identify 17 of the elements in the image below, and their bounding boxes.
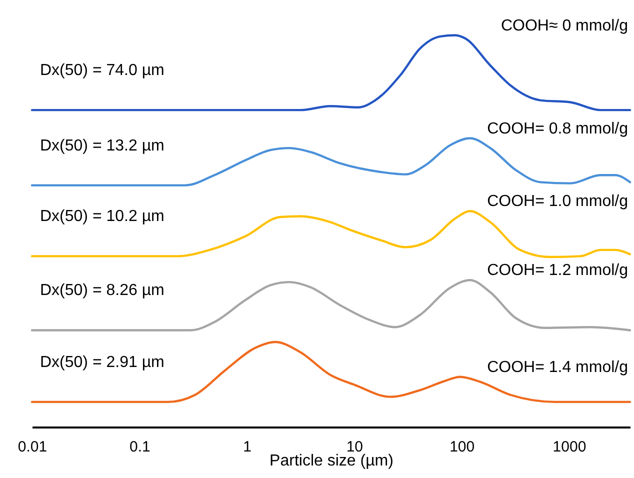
- series-label: COOH= 0.8 mmol/g: [487, 120, 628, 138]
- x-tick-label: 0.1: [129, 438, 150, 456]
- annotation: Dx(50) = 13.2 µm: [40, 137, 164, 154]
- annotation: Dx(50) = 10.2 µm: [40, 208, 164, 226]
- annotation: Dx(50) = 74.0 µm: [40, 62, 164, 80]
- annotation: Dx(50) = 2.91 µm: [40, 354, 164, 371]
- series-label: COOH= 1.0 mmol/g: [487, 193, 628, 210]
- x-axis-title: Particle size (µm): [270, 452, 394, 470]
- annotation: Dx(50) = 8.26 µm: [40, 282, 164, 300]
- x-tick-label: 0.01: [18, 438, 48, 456]
- series-label: COOH= 1.4 mmol/g: [487, 358, 628, 376]
- x-tick-label: 100: [450, 438, 475, 456]
- series-label: COOH= 1.2 mmol/g: [487, 262, 628, 280]
- x-tick-label: 1000: [552, 438, 586, 456]
- x-tick-label: 1: [243, 438, 252, 456]
- series-label: COOH≈ 0 mmol/g: [500, 17, 628, 34]
- x-tick-label: 10: [346, 438, 364, 456]
